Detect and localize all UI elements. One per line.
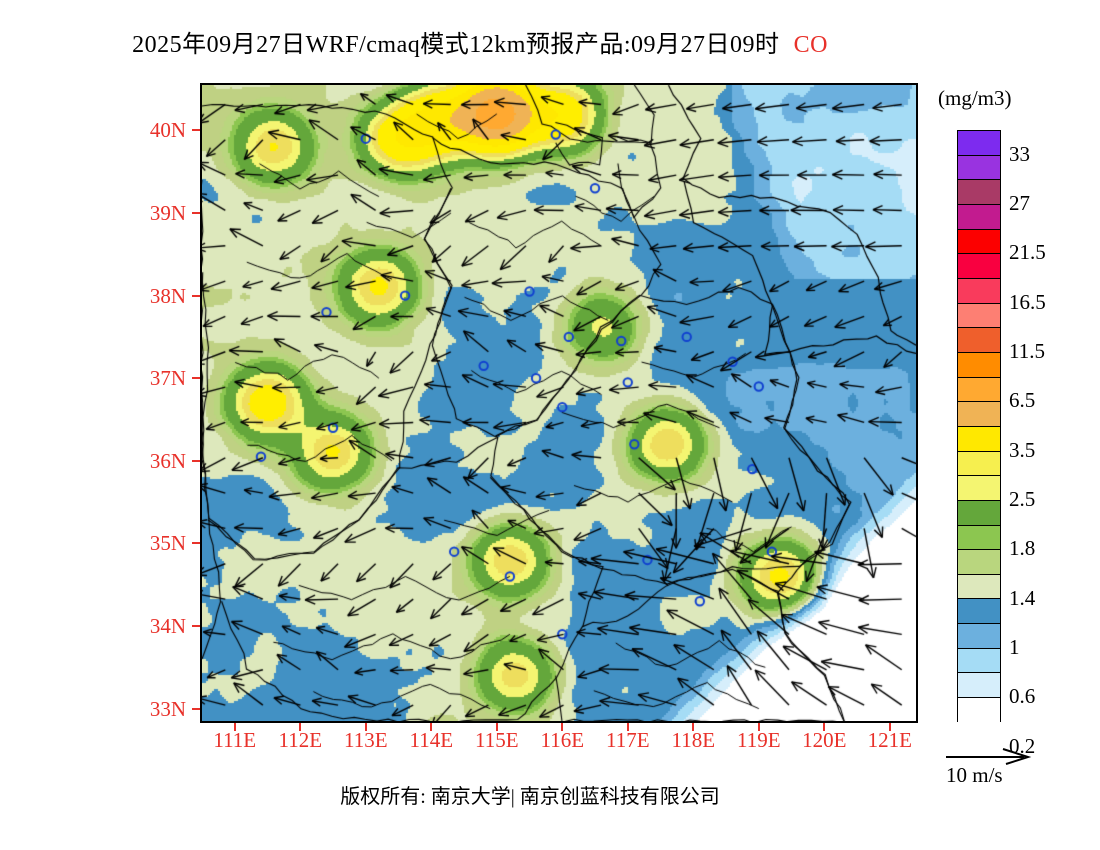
y-axis-tickmark xyxy=(192,294,200,297)
x-axis-tick-121E: 121E xyxy=(867,728,912,752)
colorbar-label-21.5: 21.5 xyxy=(1009,240,1046,265)
y-axis-tickmark xyxy=(192,129,200,132)
x-axis-tick-116E: 116E xyxy=(540,728,585,752)
y-axis-tickmark xyxy=(192,459,200,462)
colorbar-band xyxy=(958,377,1000,403)
colorbar-label-0.2: 0.2 xyxy=(1009,733,1036,758)
x-axis-tick-120E: 120E xyxy=(802,728,847,752)
y-axis-tickmark xyxy=(192,707,200,710)
title-species: CO xyxy=(793,32,828,58)
map-plot-area[interactable] xyxy=(200,83,918,723)
x-axis-tick-113E: 113E xyxy=(343,728,388,752)
colorbar-band xyxy=(958,352,1000,378)
x-axis-tickmark xyxy=(757,723,760,731)
arrowhead-icon xyxy=(1002,748,1032,765)
colorbar-band xyxy=(958,254,1000,279)
colorbar-label-11.5: 11.5 xyxy=(1009,339,1045,363)
x-axis-tick-117E: 117E xyxy=(605,728,650,752)
x-axis-tickmark xyxy=(430,723,433,731)
colorbar-band xyxy=(958,574,1000,600)
colorbar-label-2.5: 2.5 xyxy=(1009,487,1036,511)
colorbar[interactable] xyxy=(957,130,1001,723)
x-axis-tick-114E: 114E xyxy=(409,728,454,752)
colorbar-band xyxy=(958,648,1000,674)
x-axis-tickmark xyxy=(233,723,236,731)
colorbar-label-1: 1 xyxy=(1009,635,1020,659)
x-axis-tickmark xyxy=(495,723,498,731)
x-axis-tick-119E: 119E xyxy=(737,728,781,752)
colorbar-band xyxy=(958,204,1000,230)
x-axis-tick-115E: 115E xyxy=(474,728,519,752)
colorbar-band xyxy=(958,500,1000,526)
colorbar-band xyxy=(958,525,1000,551)
colorbar-band xyxy=(958,180,1000,205)
colorbar-band xyxy=(958,278,1000,304)
colorbar-band xyxy=(958,451,1000,477)
colorbar-band xyxy=(958,328,1000,353)
title-main: 2025年09月27日WRF/cmaq模式12km预报产品:09月27日09时 xyxy=(132,32,780,58)
colorbar-unit-label: (mg/m3) xyxy=(938,86,1012,110)
x-axis-tickmark xyxy=(561,723,564,731)
colorbar-label-33: 33 xyxy=(1009,141,1030,166)
x-axis-tick-111E: 111E xyxy=(213,728,257,752)
colorbar-band xyxy=(958,155,1000,181)
colorbar-label-27: 27 xyxy=(1009,191,1030,215)
y-axis-tickmark xyxy=(192,377,200,380)
colorbar-label-1.4: 1.4 xyxy=(1009,585,1036,610)
y-axis-tick-39N: 39N xyxy=(149,201,186,226)
x-axis-tickmark xyxy=(299,723,302,731)
colorbar-label-3.5: 3.5 xyxy=(1009,437,1036,462)
y-axis-tick-34N: 34N xyxy=(149,614,186,638)
page-title: 2025年09月27日WRF/cmaq模式12km预报产品:09月27日09时 C… xyxy=(0,24,960,59)
colorbar-band xyxy=(958,698,1000,723)
colorbar-label-0.6: 0.6 xyxy=(1009,684,1036,709)
colorbar-band xyxy=(958,229,1000,255)
x-axis-tickmark xyxy=(692,723,695,731)
colorbar-band xyxy=(958,131,1000,156)
right-arrow-icon xyxy=(946,748,1066,766)
y-axis-tick-40N: 40N xyxy=(149,118,186,143)
colorbar-band xyxy=(958,402,1000,427)
x-axis-tickmark xyxy=(888,723,891,731)
y-axis-tickmark xyxy=(192,625,200,627)
x-axis-tickmark xyxy=(626,723,629,731)
colorbar-label-16.5: 16.5 xyxy=(1009,289,1046,314)
colorbar-band xyxy=(958,550,1000,575)
y-axis-tick-33N: 33N xyxy=(149,696,186,721)
colorbar-band xyxy=(958,303,1000,329)
colorbar-band xyxy=(958,624,1000,649)
x-axis-tickmark xyxy=(823,723,826,731)
y-axis-tick-37N: 37N xyxy=(149,366,186,391)
y-axis-tickmark xyxy=(192,212,200,215)
co-concentration-map[interactable] xyxy=(202,85,916,721)
x-axis-tick-118E: 118E xyxy=(671,728,716,752)
copyright-footer: 版权所有: 南京大学| 南京创蓝科技有限公司 xyxy=(340,786,720,808)
y-axis-tick-38N: 38N xyxy=(149,283,186,308)
colorbar-label-6.5: 6.5 xyxy=(1009,388,1036,413)
y-axis-tick-35N: 35N xyxy=(149,531,186,556)
y-axis-tickmark xyxy=(192,542,200,545)
colorbar-band xyxy=(958,673,1000,699)
colorbar-band xyxy=(958,476,1000,501)
wind-scale-label: 10 m/s xyxy=(946,763,1003,787)
colorbar-band xyxy=(958,599,1000,625)
x-axis-tickmark xyxy=(364,723,367,731)
colorbar-band xyxy=(958,426,1000,452)
y-axis-tick-36N: 36N xyxy=(149,448,186,473)
colorbar-label-1.8: 1.8 xyxy=(1009,536,1036,561)
wind-scale-arrow xyxy=(946,748,1066,766)
x-axis-tick-112E: 112E xyxy=(278,728,323,752)
